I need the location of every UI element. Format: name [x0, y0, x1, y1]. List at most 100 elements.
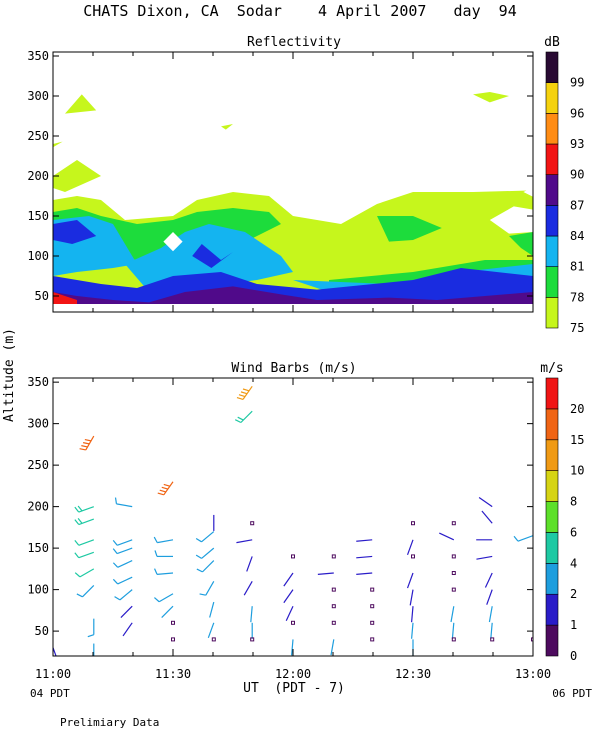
- contour-gap: [163, 232, 183, 252]
- reflectivity-title: Reflectivity: [247, 35, 341, 50]
- wind-barb: [153, 568, 174, 576]
- wind-colorbar-label: 0: [570, 649, 577, 663]
- wind-barb: [112, 560, 133, 568]
- reflectivity-axes: 50 100 150 200 250 300 350: [27, 49, 534, 312]
- y-axis-label: Altitude (m): [2, 328, 17, 422]
- reflectivity-y-tick-label: 100: [27, 249, 49, 263]
- reflectivity-colorbar-swatch: [545, 235, 559, 267]
- wind-barb: [74, 505, 95, 513]
- figure-title: CHATS Dixon, CA Sodar 4 April 2007 day 9…: [83, 2, 516, 20]
- wind-barb: [112, 539, 133, 546]
- wind-barb: [236, 385, 253, 400]
- wind-barb: [411, 606, 414, 623]
- footer-note: Prelimiary Data: [60, 716, 159, 729]
- wind-calm-marker: [370, 587, 375, 592]
- wind-calm-marker: [331, 554, 336, 559]
- contour-region-level-75: [65, 94, 97, 114]
- wind-barb: [285, 605, 294, 621]
- wind-colorbar-unit: m/s: [540, 361, 563, 376]
- contour-region-level-75: [473, 92, 509, 103]
- wind-y-tick-label: 200: [27, 500, 49, 514]
- wind-calm-marker: [291, 620, 295, 625]
- wind-calm-marker: [331, 587, 336, 592]
- wind-barb: [490, 622, 493, 639]
- wind-barb: [53, 490, 54, 491]
- wind-calm-marker: [451, 554, 456, 559]
- wind-calm-marker: [331, 604, 336, 609]
- reflectivity-colorbar-swatch: [545, 143, 559, 175]
- wind-barb: [478, 496, 493, 508]
- wind-calm-marker: [171, 620, 175, 625]
- wind-barb: [112, 547, 133, 555]
- wind-colorbar-label: 10: [570, 464, 584, 478]
- x-axis-label: UT (PDT - 7): [243, 681, 345, 696]
- wind-barb: [481, 510, 493, 524]
- wind-barb: [74, 518, 95, 526]
- reflectivity-colorbar-swatch: [545, 82, 559, 114]
- wind-barb: [330, 639, 335, 656]
- wind-barb: [406, 572, 414, 589]
- wind-barb: [114, 589, 133, 601]
- wind-barb: [157, 481, 174, 496]
- wind-calm-marker: [451, 571, 456, 576]
- wind-barb: [114, 497, 133, 508]
- reflectivity-y-tick-label: 150: [27, 209, 49, 223]
- wind-barb: [411, 622, 414, 639]
- reflectivity-colorbar-label: 90: [570, 168, 584, 182]
- wind-barb: [451, 622, 455, 639]
- wind-calm-marker: [490, 637, 495, 642]
- wind-barb: [488, 606, 493, 623]
- wind-barb: [112, 576, 133, 585]
- wind-barb: [195, 547, 215, 559]
- wind-barb: [154, 593, 174, 603]
- wind-calm-marker: [451, 587, 456, 592]
- x-tick-label: 13:00: [515, 667, 551, 681]
- wind-barb: [74, 568, 95, 578]
- reflectivity-colorbar-label: 99: [570, 76, 584, 90]
- wind-calm-marker: [411, 521, 415, 526]
- wind-barb: [53, 519, 54, 520]
- reflectivity-contours: [53, 92, 533, 304]
- wind-y-tick-label: 150: [27, 541, 49, 555]
- reflectivity-colorbar-swatch: [545, 51, 559, 83]
- wind-barb: [246, 556, 253, 572]
- wind-y-tick-label: 100: [27, 583, 49, 597]
- wind-calm-marker: [531, 637, 533, 642]
- wind-calm-marker: [250, 637, 255, 642]
- wind-axes: 50 100 150 200 250 300 350 11:00 11:30 12:00 12:30…: [27, 375, 551, 681]
- contour-region-level-75: [53, 141, 63, 148]
- contour-gap: [489, 206, 533, 234]
- wind-title: Wind Barbs (m/s): [231, 361, 356, 376]
- wind-calm-marker: [331, 620, 336, 625]
- wind-calm-marker: [370, 604, 375, 609]
- wind-y-tick-label: 250: [27, 458, 49, 472]
- wind-barb: [79, 435, 95, 451]
- wind-colorbar-label: 20: [570, 402, 584, 416]
- wind-barb: [513, 535, 533, 542]
- wind-barb: [53, 444, 54, 446]
- x-tick-label: 11:30: [155, 667, 191, 681]
- wind-calm-marker: [451, 637, 456, 642]
- wind-colorbar-label: 15: [570, 433, 584, 447]
- contour-region-level-78: [509, 232, 533, 256]
- reflectivity-y-tick-label: 200: [27, 169, 49, 183]
- reflectivity-panel: Reflectivity 50 100 150 200 250 300 350 dB 75 7…: [27, 35, 584, 335]
- wind-barb: [122, 622, 133, 637]
- wind-barb: [161, 605, 174, 618]
- wind-calm-marker: [171, 637, 175, 642]
- wind-barb: [250, 606, 253, 623]
- reflectivity-colorbar-label: 84: [570, 229, 584, 243]
- wind-barb: [291, 639, 294, 656]
- wind-barb: [53, 477, 54, 479]
- wind-calm-marker: [370, 637, 375, 642]
- wind-barb: [207, 622, 215, 639]
- wind-calm-marker: [370, 620, 375, 625]
- reflectivity-colorbar-label: 81: [570, 260, 584, 274]
- wind-colorbar-swatch: [545, 377, 559, 410]
- wind-calm-marker: [291, 554, 295, 559]
- wind-barb: [209, 601, 215, 618]
- wind-barb: [356, 572, 373, 576]
- wind-barb: [53, 606, 54, 607]
- wind-colorbar-swatch: [545, 532, 559, 564]
